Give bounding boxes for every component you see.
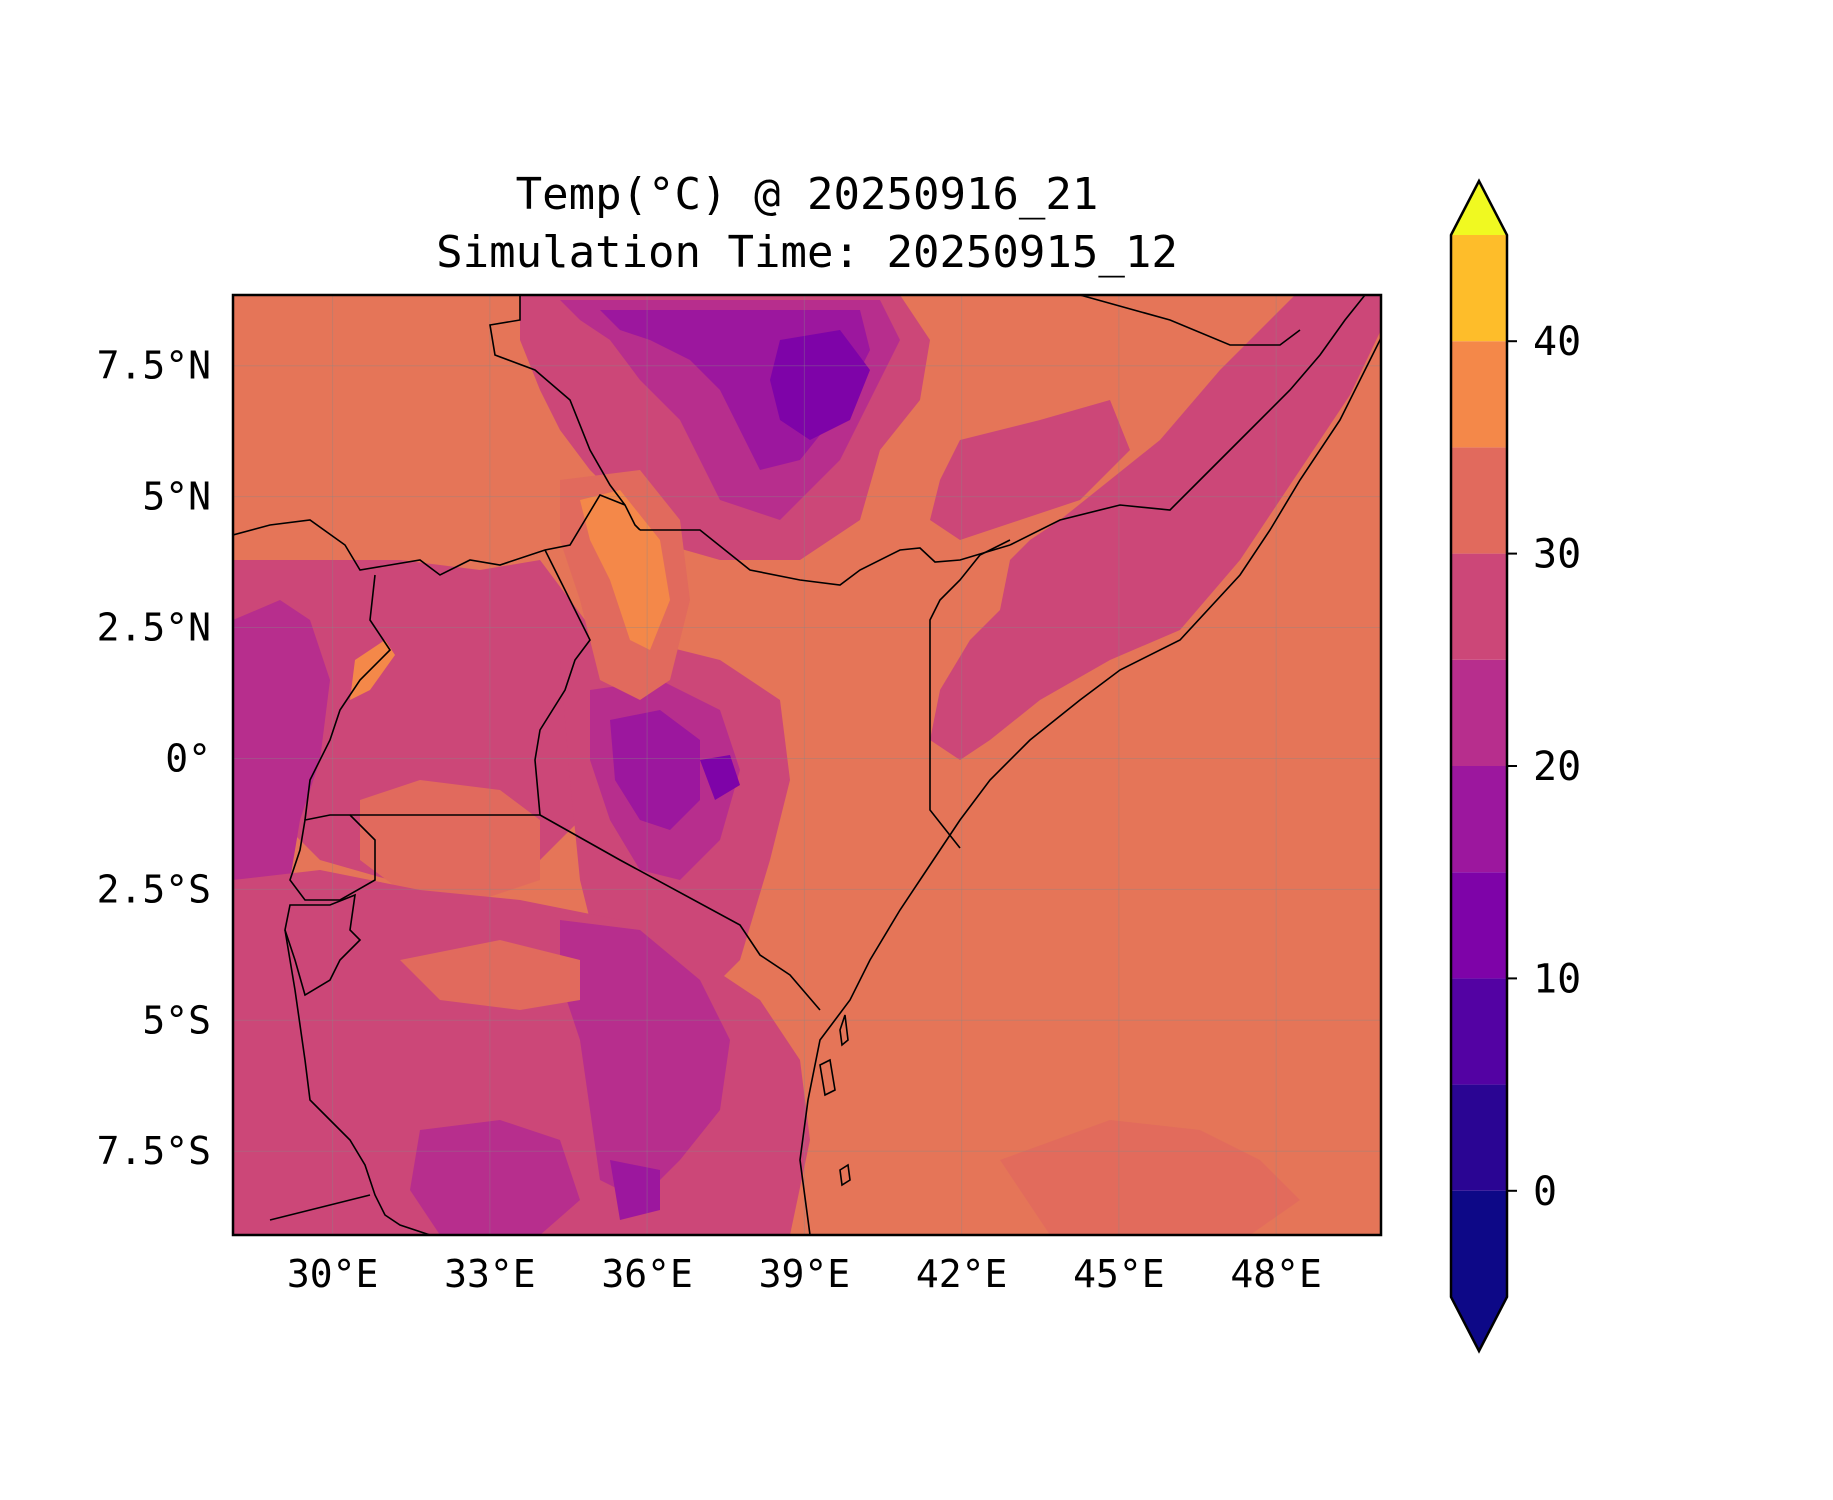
- x-tick-label: 45°E: [1073, 1252, 1165, 1296]
- y-axis-ticks: 7.5°N 5°N 2.5°N 0° 2.5°S 5°S 7.5°S: [97, 344, 211, 1174]
- border-somalia-kenya: [929, 539, 1011, 849]
- border-kenya-tanzania: [539, 814, 821, 1011]
- colorbar-segment: [1451, 341, 1507, 448]
- island-mafia: [839, 1163, 851, 1187]
- y-tick-label: 2.5°N: [97, 606, 211, 650]
- colorbar-tick-label: 40: [1533, 319, 1581, 365]
- x-tick-label: 36°E: [601, 1252, 693, 1296]
- y-tick-label: 7.5°N: [97, 344, 211, 388]
- y-tick-label: 2.5°S: [97, 867, 211, 911]
- colorbar-segment: [1451, 1190, 1507, 1297]
- contour-uganda: [233, 560, 610, 880]
- y-tick-label: 7.5°S: [97, 1129, 211, 1173]
- border-ethiopia-somalia: [1009, 295, 1366, 546]
- contour-ethiopia-peak: [770, 330, 870, 440]
- plot-title-line-2: Simulation Time: 20250915_12: [436, 227, 1178, 278]
- island-pemba: [839, 1014, 849, 1047]
- contour-kenya-core: [610, 710, 700, 830]
- colorbar-segment: [1451, 978, 1507, 1085]
- border-uganda-drc: [304, 574, 392, 821]
- colorbar-outline: [1449, 178, 1509, 1354]
- colorbar-segment: [1451, 766, 1507, 873]
- border-south-sudan-ethiopia: [489, 295, 641, 531]
- border-rwanda-burundi: [289, 814, 376, 901]
- contour-tanzania-south: [410, 1120, 580, 1235]
- colorbar-over-arrow: [1451, 181, 1507, 235]
- x-axis-ticks: 30°E 33°E 36°E 39°E 42°E 45°E 48°E: [287, 1252, 1322, 1296]
- temperature-field: [233, 295, 1381, 1235]
- x-tick-label: 30°E: [287, 1252, 379, 1296]
- y-tick-label: 5°S: [142, 998, 211, 1042]
- colorbar-segment: [1451, 553, 1507, 660]
- contour-kenya-peak: [700, 755, 740, 800]
- border-tanzania-drc-lake: [284, 929, 431, 1235]
- x-tick-label: 42°E: [916, 1252, 1008, 1296]
- border-somaliland: [1079, 295, 1301, 346]
- border-ethiopia-kenya: [640, 529, 1011, 586]
- country-borders: [233, 295, 1381, 1235]
- contour-ocean-stripes: [1000, 1120, 1300, 1235]
- colorbar-under-arrow: [1451, 1297, 1507, 1351]
- map-frame: [231, 293, 1383, 1237]
- contour-tanzania-peak: [610, 1160, 660, 1220]
- coastline-east-africa: [799, 337, 1381, 1235]
- contour-tanzania-plain: [400, 940, 580, 1010]
- gridlines: [233, 295, 1381, 1235]
- plot-title-line-1: Temp(°C) @ 20250916_21: [515, 169, 1099, 220]
- colorbar-segment: [1451, 872, 1507, 979]
- colorbar-segment: [1451, 235, 1507, 342]
- border-burundi: [284, 893, 362, 997]
- colorbar-tick-label: 10: [1533, 956, 1581, 1002]
- x-tick-label: 48°E: [1230, 1252, 1322, 1296]
- colorbar-tick-label: 20: [1533, 744, 1581, 790]
- y-tick-label: 0°: [165, 736, 211, 780]
- colorbar-segment: [1451, 659, 1507, 766]
- colorbar-tick-label: 0: [1533, 1169, 1557, 1215]
- border-uganda-kenya: [534, 549, 591, 816]
- colorbar: [1449, 178, 1509, 1354]
- y-tick-label: 5°N: [142, 475, 211, 519]
- x-tick-label: 39°E: [759, 1252, 851, 1296]
- contour-lake-victoria: [360, 780, 540, 900]
- x-tick-label: 33°E: [444, 1252, 536, 1296]
- contour-somalia-interior: [930, 400, 1130, 540]
- contour-lake-albert: [350, 640, 395, 700]
- colorbar-tick-label: 30: [1533, 532, 1581, 578]
- colorbar-ticks: 0 10 20 30 40: [1507, 319, 1581, 1215]
- contour-tanzania-high: [560, 920, 730, 1200]
- border-tanzania-zambia: [269, 1194, 371, 1221]
- colorbar-segment: [1451, 447, 1507, 554]
- border-south-sudan-uganda: [233, 494, 626, 576]
- island-zanzibar: [819, 1058, 836, 1097]
- colorbar-segment: [1451, 1084, 1507, 1191]
